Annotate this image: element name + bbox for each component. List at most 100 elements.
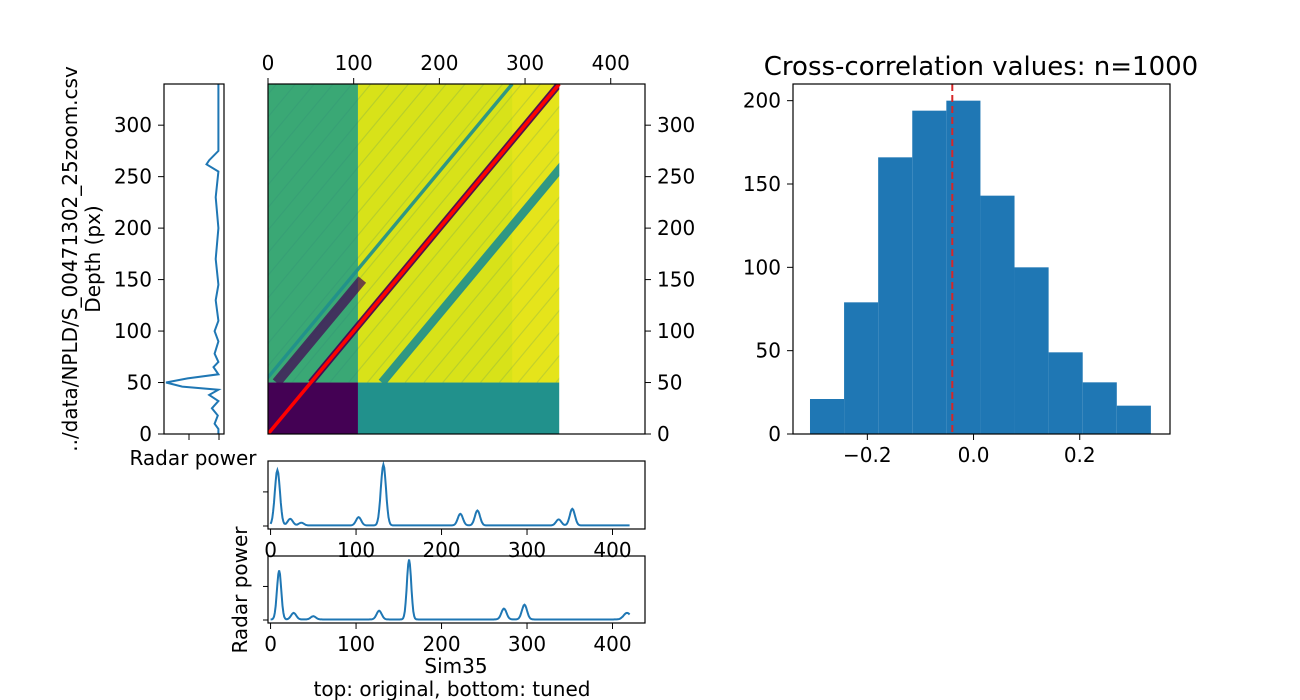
correlation-matrix-x-tick-label: 200: [420, 51, 458, 75]
histogram-bars: [809, 100, 1151, 434]
histogram-frame: [792, 83, 1171, 435]
correlation-matrix-path: [268, 84, 561, 434]
matrix-stripe: [329, 84, 579, 383]
radar-original-x-ticks: 0 100 200 300 400: [264, 529, 632, 562]
correlation-matrix-image: [268, 84, 645, 434]
histogram-y-tick-label: 200: [743, 89, 781, 113]
correlation-matrix-y-tick-label: 300: [657, 113, 695, 137]
radar-tuned-x-tick-label: 0: [264, 632, 277, 656]
correlation-matrix-x-tick-label: 300: [506, 51, 544, 75]
radar-caption: top: original, bottom: tuned: [314, 677, 591, 700]
radar-tuned-frame: [267, 555, 646, 624]
correlation-matrix-y-tick-label: 100: [657, 319, 695, 343]
histogram-bar: [912, 110, 947, 434]
depth-profile-y-tick-label: 200: [114, 216, 152, 240]
matrix-stripe: [268, 84, 334, 164]
matrix-stripe: [268, 84, 372, 209]
correlation-matrix-frame: [267, 83, 646, 435]
radar-tuned-x-ticks: 0 100 200 300 400: [264, 623, 632, 656]
histogram-y-tick-label: 100: [743, 255, 781, 279]
radar-tuned-x-tick-label: 100: [337, 632, 375, 656]
radar-tuned-y-ticks: [263, 585, 268, 621]
histogram-panel: Cross-correlation values: n=1000 −0.2 0.0…: [743, 52, 1198, 467]
matrix-stripe: [268, 84, 353, 186]
correlation-matrix-y-tick-label: 250: [657, 165, 695, 189]
histogram-bar: [878, 157, 913, 434]
correlation-matrix-y-ticks: 0 50 100 150 200 250 300: [645, 113, 695, 446]
radar-tuned-series: [270, 559, 631, 621]
histogram-x-tick-label: 0.0: [958, 443, 990, 467]
depth-profile-y-label: Depth (px): [81, 205, 105, 312]
histogram-bar: [1082, 382, 1117, 434]
radar-original-series: [269, 461, 630, 527]
correlation-matrix-panel: 0 100 200 300 400 0 50 100 150 200 250 300: [262, 51, 696, 446]
depth-profile-x-ticks: [188, 434, 220, 440]
correlation-matrix-y-tick-label: 150: [657, 268, 695, 292]
radar-original-x-tick-label: 300: [508, 538, 546, 562]
matrix-stripe: [291, 84, 541, 383]
matrix-stripe: [348, 84, 598, 383]
histogram-bar: [809, 399, 845, 434]
histogram-x-tick-label: 0.2: [1064, 443, 1096, 467]
radar-original-frame: [267, 460, 646, 530]
histogram-title: Cross-correlation values: n=1000: [764, 52, 1198, 82]
depth-profile-y-tick-label: 0: [139, 422, 152, 446]
radar-tuned-line: [270, 559, 631, 621]
radar-original-line: [269, 461, 630, 527]
depth-profile-y-tick-label: 100: [114, 319, 152, 343]
correlation-matrix-y-tick-label: 200: [657, 216, 695, 240]
radar-original-panel: 0 100 200 300 400: [263, 460, 646, 562]
depth-profile-panel: 0 50 100 150 200 250 300 Radar power Depth (px…: [58, 66, 257, 470]
alignment-path-line: [268, 84, 561, 434]
radar-tuned-x-label: Sim35: [424, 654, 487, 678]
correlation-matrix-x-tick-label: 400: [592, 51, 630, 75]
radar-original-x-tick-label: 100: [337, 538, 375, 562]
matrix-band: [272, 276, 367, 386]
matrix-stripe: [268, 84, 391, 232]
radar-tuned-panel: 0 100 200 300 400 Radar power Sim35 top: ori…: [228, 526, 646, 700]
radar-original-x-tick-label: 0: [264, 538, 277, 562]
histogram-bar: [1048, 352, 1083, 434]
histogram-x-ticks: −0.2 0.0 0.2: [843, 434, 1096, 467]
histogram-y-ticks: 0 50 100 150 200: [743, 89, 793, 446]
histogram-bar: [844, 302, 879, 434]
depth-profile-y-tick-label: 50: [127, 371, 152, 395]
matrix-block: [268, 382, 358, 434]
depth-profile-y-tick-label: 300: [114, 113, 152, 137]
histogram-y-tick-label: 0: [768, 422, 781, 446]
matrix-stripe: [268, 84, 466, 322]
radar-original-y-ticks: [263, 491, 268, 527]
depth-profile-y-tick-label: 150: [114, 268, 152, 292]
histogram-bar: [980, 195, 1015, 434]
histogram-y-tick-label: 50: [756, 339, 781, 363]
matrix-block: [357, 382, 560, 434]
matrix-empty-area: [559, 84, 645, 434]
depth-profile-y-tick-label: 250: [114, 165, 152, 189]
depth-profile-frame: [163, 83, 225, 435]
correlation-matrix-y-tick-label: 50: [657, 371, 682, 395]
correlation-matrix-y-tick-label: 0: [657, 422, 670, 446]
correlation-matrix-x-ticks: 0 100 200 300 400: [262, 51, 630, 84]
radar-original-x-tick-label: 200: [422, 538, 460, 562]
depth-profile-x-label: Radar power: [129, 446, 257, 470]
depth-profile-series: [165, 84, 222, 434]
radar-tuned-x-tick-label: 400: [593, 632, 631, 656]
data-file-label: ../data/NPLD/S_00471302_25zoom.csv: [58, 66, 82, 452]
radar-tuned-x-tick-label: 300: [508, 632, 546, 656]
histogram-bar: [1014, 267, 1049, 434]
correlation-matrix-x-tick-label: 100: [335, 51, 373, 75]
radar-tuned-y-label: Radar power: [228, 526, 252, 654]
radar-original-x-tick-label: 400: [593, 538, 631, 562]
matrix-stripe: [268, 84, 485, 345]
histogram-y-tick-label: 150: [743, 172, 781, 196]
depth-profile-y-ticks: 0 50 100 150 200 250 300: [114, 113, 164, 446]
matrix-band: [268, 84, 514, 381]
matrix-stripe: [268, 84, 428, 277]
depth-profile-line: [165, 84, 222, 434]
histogram-x-tick-label: −0.2: [843, 443, 892, 467]
matrix-stripe: [268, 84, 409, 254]
matrix-stripe: [268, 84, 447, 300]
correlation-matrix-x-tick-label: 0: [262, 51, 275, 75]
histogram-bar: [1116, 405, 1151, 434]
